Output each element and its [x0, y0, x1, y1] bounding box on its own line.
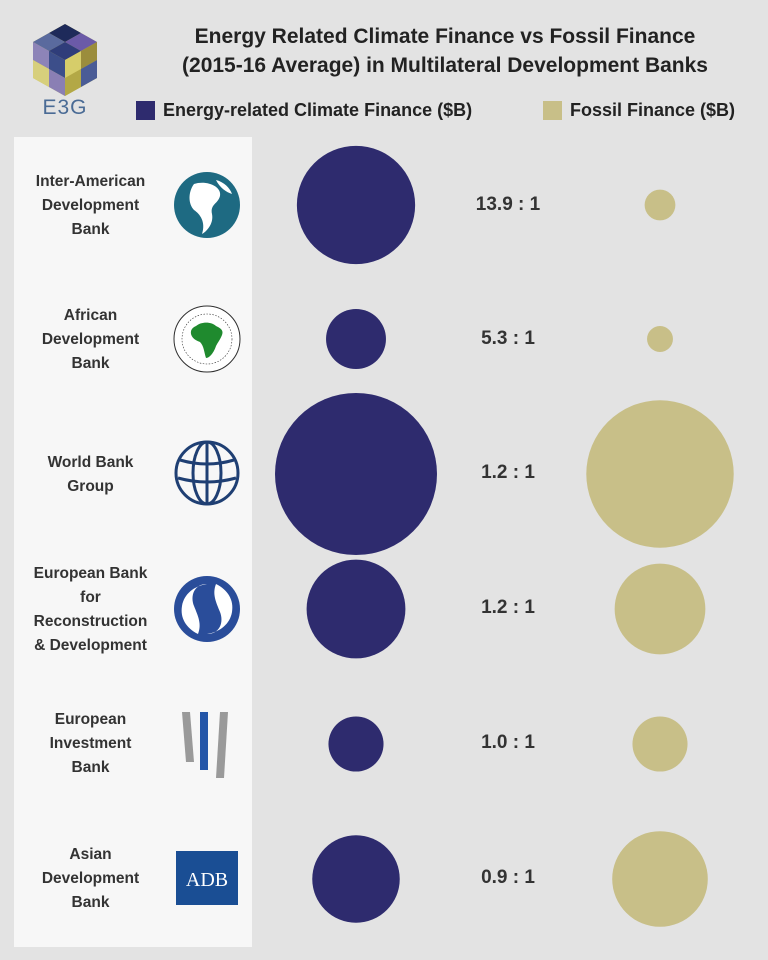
chart-title-line-1: Energy Related Climate Finance vs Fossil…	[194, 25, 696, 48]
fossil-finance-bubble	[647, 326, 673, 352]
e3g-logo-text: E3G	[42, 96, 88, 119]
legend-climate: Energy-related Climate Finance ($B)	[136, 100, 472, 121]
bank-name-line: European Bank	[33, 565, 148, 582]
bank-name-line: Reconstruction	[33, 613, 148, 630]
bank-name-ebrd: European Bank for Reconstruction & Devel…	[18, 562, 163, 658]
climate-finance-bubble	[326, 309, 386, 369]
bank-name-line: for	[80, 589, 101, 606]
bank-name-line: Bank	[71, 355, 110, 372]
fossil-finance-bubble	[644, 189, 676, 221]
bank-name-adb: Asian Development Bank	[18, 843, 163, 915]
afdb-logo-icon	[173, 305, 241, 373]
bank-name-line: Development	[41, 331, 140, 348]
bank-name-line: & Development	[34, 637, 147, 654]
chart-title-line-2: (2015-16 Average) in Multilateral Develo…	[182, 54, 708, 77]
fossil-finance-bubble	[614, 563, 706, 655]
bank-name-line: World Bank	[47, 454, 134, 471]
climate-finance-bubble	[275, 393, 437, 555]
ratio-label: 1.2 : 1	[481, 462, 535, 483]
climate-finance-bubble	[328, 716, 384, 772]
bank-name-line: Development	[41, 870, 140, 887]
bank-name-line: Asian	[69, 846, 112, 863]
ratio-label: 5.3 : 1	[481, 328, 535, 349]
legend-climate-swatch	[136, 101, 155, 120]
bank-name-afdb: African Development Bank	[18, 304, 163, 376]
bank-name-line: Bank	[71, 894, 110, 911]
ratio-label: 13.9 : 1	[475, 194, 541, 215]
eib-logo-icon	[182, 712, 228, 778]
bank-name-line: Bank	[71, 759, 110, 776]
bank-name-line: Investment	[49, 735, 132, 752]
fossil-finance-bubble	[612, 831, 708, 927]
climate-finance-bubble	[296, 145, 416, 265]
world-bank-logo-icon	[174, 440, 240, 506]
climate-finance-bubble	[306, 559, 406, 659]
bank-name-line: Development	[41, 197, 140, 214]
fossil-finance-bubble	[586, 400, 734, 548]
adb-logo-icon: ADB	[176, 851, 238, 905]
chart-title: Energy Related Climate Finance vs Fossil…	[150, 22, 740, 80]
bank-name-line: Bank	[71, 221, 110, 238]
ratio-label: 1.2 : 1	[481, 597, 535, 618]
bank-name-line: Group	[67, 478, 114, 495]
bank-name-line: European	[54, 711, 127, 728]
legend-climate-label: Energy-related Climate Finance ($B)	[163, 100, 473, 120]
bank-name-line: Inter-American	[35, 173, 146, 190]
legend-fossil: Fossil Finance ($B)	[543, 100, 735, 121]
bank-name-line: African	[63, 307, 118, 324]
legend-fossil-swatch	[543, 101, 562, 120]
e3g-logo-icon	[33, 24, 97, 96]
bank-name-world-bank: World Bank Group	[18, 451, 163, 499]
bank-list-panel	[14, 137, 252, 947]
iadb-logo-icon	[174, 172, 240, 238]
adb-logo-text: ADB	[186, 869, 228, 891]
fossil-finance-bubble	[632, 716, 688, 772]
legend-fossil-label: Fossil Finance ($B)	[570, 100, 736, 120]
ratio-label: 1.0 : 1	[481, 732, 535, 753]
climate-finance-bubble	[312, 835, 400, 923]
bank-name-eib: European Investment Bank	[18, 708, 163, 780]
ratio-label: 0.9 : 1	[481, 867, 535, 888]
bank-name-iadb: Inter-American Development Bank	[18, 170, 163, 242]
ebrd-logo-icon	[174, 576, 240, 642]
